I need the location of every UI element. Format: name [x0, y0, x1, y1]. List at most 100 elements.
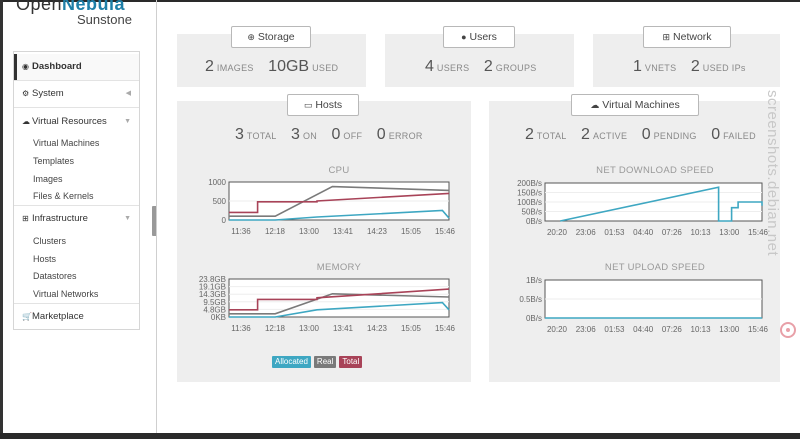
series-line-real: [229, 292, 450, 315]
y-tick-label: 0.5B/s: [519, 295, 542, 304]
x-tick-label: 15:46: [748, 228, 769, 237]
y-tick-label: 0KB: [211, 313, 226, 322]
y-tick-label: 150B/s: [517, 189, 542, 198]
x-tick-label: 12:18: [265, 227, 286, 236]
hosts-stats: 3 TOTAL 3 ON 0 OFF 0 ERROR: [235, 126, 423, 143]
cart-icon: 🛒: [22, 312, 32, 321]
storage-stats: 2 IMAGES 10GB USED: [205, 58, 339, 75]
legend-allocated[interactable]: Allocated: [272, 356, 311, 368]
sidebar-subitem-templates[interactable]: Templates: [33, 156, 75, 166]
hosts-button[interactable]: ▭ Hosts: [287, 94, 359, 116]
user-icon: ●: [461, 32, 467, 42]
users-button[interactable]: ● Users: [443, 26, 515, 48]
sidebar-divider: [14, 303, 139, 304]
sidebar-item-marketplace[interactable]: 🛒Marketplace: [14, 304, 139, 330]
chart-legend: Allocated Real Total: [272, 351, 365, 368]
window-frame-left: [0, 0, 3, 439]
storage-icon: ⊕: [247, 32, 255, 42]
y-tick-label: 1B/s: [526, 276, 542, 285]
x-tick-label: 13:41: [333, 324, 354, 333]
series-line-allocated: [229, 301, 450, 318]
x-tick-label: 14:23: [367, 227, 388, 236]
sidebar-subitem-virtual-machines[interactable]: Virtual Machines: [33, 138, 100, 148]
sidebar-item-infrastructure[interactable]: ⊞ Infrastructure ▼: [14, 206, 139, 232]
hdd-icon: ▭: [303, 100, 313, 110]
x-tick-label: 04:40: [633, 325, 654, 334]
series-line-allocated: [229, 209, 450, 221]
storage-button[interactable]: ⊕ Storage: [231, 26, 311, 48]
cloud-icon: ☁: [590, 100, 600, 110]
series-line-total: [229, 192, 450, 214]
x-tick-label: 07:26: [662, 228, 683, 237]
x-tick-label: 11:36: [231, 227, 251, 236]
x-tick-label: 01:53: [604, 228, 625, 237]
x-tick-label: 20:20: [547, 228, 568, 237]
window-frame-bottom: [0, 433, 800, 439]
net-upload-chart-title: NET UPLOAD SPEED: [604, 262, 706, 273]
legend-real[interactable]: Real: [313, 356, 337, 368]
x-tick-label: 23:06: [576, 228, 597, 237]
y-tick-label: 0B/s: [526, 217, 542, 226]
x-tick-label: 12:18: [265, 324, 286, 333]
storage-panel: ⊕ Storage 2 IMAGES 10GB USED: [177, 26, 366, 87]
x-tick-label: 15:46: [748, 325, 769, 334]
x-tick-label: 10:13: [691, 325, 712, 334]
sidebar-item-system[interactable]: ⚙ System ◀: [14, 81, 139, 107]
x-tick-label: 07:26: [662, 325, 683, 334]
x-tick-label: 15:46: [435, 227, 456, 236]
logo-product: Sunstone: [77, 12, 132, 27]
sidebar-subitem-hosts[interactable]: Hosts: [33, 254, 57, 264]
cpu-chart-title: CPU: [328, 165, 350, 176]
sidebar-subitem-datastores[interactable]: Datastores: [33, 271, 77, 281]
virtual-machines-button[interactable]: ☁ Virtual Machines: [571, 94, 699, 116]
caret-down-icon: ▼: [124, 118, 131, 125]
sidebar-collapse-handle[interactable]: [152, 206, 157, 236]
sidebar-divider: [14, 205, 139, 206]
sidebar-divider-line: [156, 0, 157, 433]
users-panel: ● Users 4 USERS 2 GROUPS: [385, 26, 574, 87]
x-tick-label: 10:13: [691, 228, 712, 237]
users-stats: 4 USERS 2 GROUPS: [425, 58, 537, 75]
sidebar-subitem-files-kernels[interactable]: Files & Kernels: [33, 191, 94, 201]
series-line-speed: [560, 186, 763, 222]
legend-total[interactable]: Total: [339, 356, 363, 368]
sidebar-item-dashboard[interactable]: ◉ Dashboard: [14, 54, 139, 80]
y-tick-label: 50B/s: [522, 208, 542, 217]
y-tick-label: 14.3GB: [199, 290, 226, 299]
sidebar-menu: ◉ Dashboard ⚙ System ◀ ☁ Virtual Resources …: [13, 51, 140, 330]
watermark: screenshots.debian.net: [764, 90, 781, 257]
caret-down-icon: ▼: [124, 215, 131, 222]
plot-area: [228, 278, 450, 318]
sidebar-divider: [14, 80, 139, 81]
y-tick-label: 23.8GB: [199, 275, 226, 284]
sidebar-item-virtual-resources[interactable]: ☁ Virtual Resources ▼: [14, 109, 139, 135]
x-tick-label: 15:05: [401, 227, 422, 236]
x-tick-label: 13:41: [333, 227, 354, 236]
y-tick-label: 1000: [208, 178, 226, 187]
sidebar-divider: [14, 107, 139, 108]
record-circle-icon: [780, 322, 796, 338]
sitemap-icon: ⊞: [662, 32, 671, 42]
y-tick-label: 9.5GB: [203, 298, 226, 307]
sidebar-subitem-images[interactable]: Images: [33, 174, 63, 184]
x-tick-label: 20:20: [547, 325, 568, 334]
y-tick-label: 0: [222, 216, 227, 225]
network-button[interactable]: ⊞ Network: [643, 26, 731, 48]
x-tick-label: 13:00: [299, 227, 320, 236]
x-tick-label: 04:40: [633, 228, 654, 237]
x-tick-label: 11:36: [231, 324, 251, 333]
net-download-chart-title: NET DOWNLOAD SPEED: [596, 165, 714, 176]
sidebar-subitem-virtual-networks[interactable]: Virtual Networks: [33, 289, 99, 299]
sidebar-subitem-clusters[interactable]: Clusters: [33, 236, 67, 246]
vms-stats: 2 TOTAL 2 ACTIVE 0 PENDING 0 FAILED: [525, 126, 756, 143]
y-tick-label: 200B/s: [517, 179, 542, 188]
y-tick-label: 19.1GB: [199, 283, 226, 292]
y-tick-label: 0B/s: [526, 314, 542, 323]
x-tick-label: 23:06: [576, 325, 597, 334]
dashboard-icon: ◉: [22, 62, 29, 71]
logo-title: OpenNebula: [16, 0, 126, 14]
y-tick-label: 500: [213, 197, 227, 206]
